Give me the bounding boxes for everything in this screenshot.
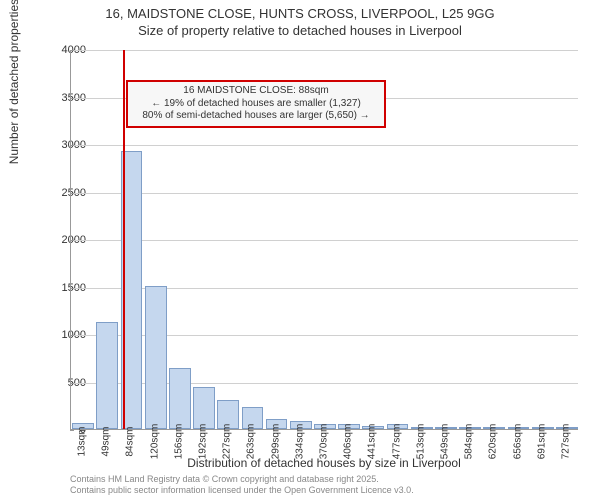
x-tick-label: 334sqm (294, 424, 305, 460)
x-tick-label: 406sqm (343, 424, 354, 460)
footer-line2: Contains public sector information licen… (70, 485, 414, 496)
x-tick-label: 584sqm (464, 424, 475, 460)
x-tick-label: 727sqm (560, 424, 571, 460)
x-tick-label: 120sqm (149, 424, 160, 460)
chart-title: 16, MAIDSTONE CLOSE, HUNTS CROSS, LIVERP… (0, 6, 600, 40)
x-tick-label: 549sqm (439, 424, 450, 460)
title-line2: Size of property relative to detached ho… (0, 23, 600, 40)
callout-line1: 16 MAIDSTONE CLOSE: 88sqm (134, 85, 378, 98)
x-tick-label: 263sqm (246, 424, 257, 460)
callout-line3: 80% of semi-detached houses are larger (… (134, 110, 378, 123)
chart-footer: Contains HM Land Registry data © Crown c… (70, 474, 414, 496)
x-tick-label: 441sqm (367, 424, 378, 460)
x-tick-label: 656sqm (512, 424, 523, 460)
footer-line1: Contains HM Land Registry data © Crown c… (70, 474, 414, 485)
callout-box: 16 MAIDSTONE CLOSE: 88sqm ← 19% of detac… (126, 80, 386, 128)
x-tick-label: 477sqm (391, 424, 402, 460)
bar (96, 322, 118, 429)
x-tick-label: 691sqm (536, 424, 547, 460)
marker-line (123, 50, 125, 429)
callout-line2: ← 19% of detached houses are smaller (1,… (134, 98, 378, 111)
x-tick-label: 227sqm (222, 424, 233, 460)
property-size-chart: 16, MAIDSTONE CLOSE, HUNTS CROSS, LIVERP… (0, 0, 600, 500)
title-line1: 16, MAIDSTONE CLOSE, HUNTS CROSS, LIVERP… (0, 6, 600, 23)
x-tick-label: 192sqm (198, 424, 209, 460)
x-tick-label: 49sqm (101, 426, 112, 456)
x-tick-label: 513sqm (415, 424, 426, 460)
x-tick-label: 370sqm (319, 424, 330, 460)
x-tick-label: 620sqm (488, 424, 499, 460)
x-tick-label: 84sqm (125, 426, 136, 456)
bar (169, 368, 191, 429)
x-tick-label: 156sqm (173, 424, 184, 460)
x-axis-label: Distribution of detached houses by size … (70, 456, 578, 470)
x-tick-label: 299sqm (270, 424, 281, 460)
bar (145, 286, 167, 429)
y-axis-label: Number of detached properties (7, 0, 21, 164)
x-tick-label: 13sqm (77, 426, 88, 456)
